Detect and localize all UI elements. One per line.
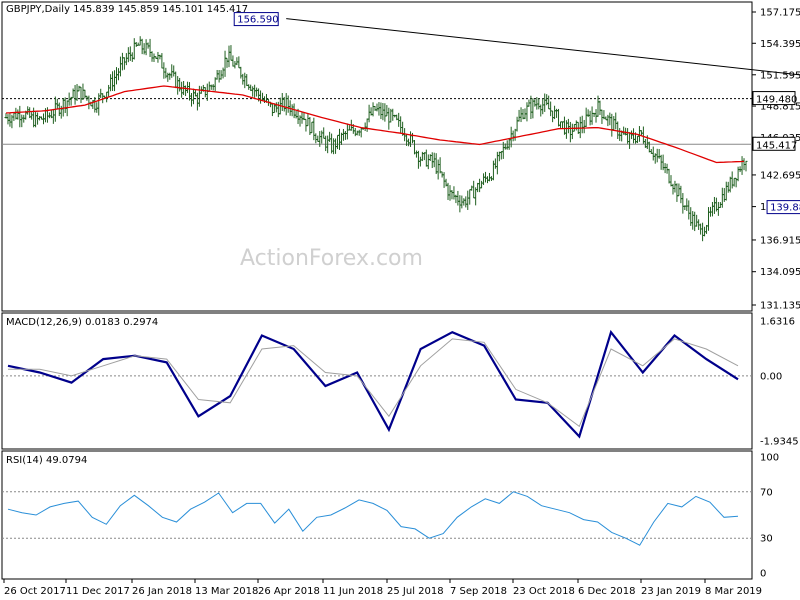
y-tick-label: 142.695 — [760, 170, 800, 181]
annotation-label: 139.880 — [770, 203, 800, 214]
y-tick-label: 136.915 — [760, 235, 800, 246]
panel-frame — [1, 450, 753, 580]
y-tick-label: 157.175 — [760, 8, 800, 19]
y-tick-label: 100 — [760, 453, 779, 464]
x-tick-label: 11 Jun 2018 — [323, 586, 383, 597]
y-tick-label: 70 — [760, 487, 773, 498]
x-tick-label: 26 Apr 2018 — [258, 586, 320, 597]
price-level-label: 145.417 — [756, 140, 797, 151]
x-tick-label: 7 Sep 2018 — [450, 586, 507, 597]
y-tick-label: 151.595 — [760, 70, 800, 81]
y-tick-label: 131.135 — [760, 301, 800, 312]
panel-frame — [1, 1, 753, 312]
chart-title: GBPJPY,Daily 145.839 145.859 145.101 145… — [6, 4, 248, 15]
y-tick-label: -1.9345 — [760, 437, 799, 448]
signal-line — [8, 338, 739, 428]
price-annotation: 139.880 — [766, 200, 800, 215]
x-tick-label: 23 Oct 2018 — [513, 586, 575, 597]
y-tick-label: 148.815 — [760, 102, 800, 113]
x-tick-label: 23 Jan 2019 — [641, 586, 701, 597]
macd-panel: MACD(12,26,9) 0.0183 0.2974 1.6316 0.00 -1.… — [1, 312, 799, 450]
x-tick-label: 25 Jul 2018 — [387, 586, 444, 597]
watermark: ActionForex.com — [240, 246, 423, 271]
x-tick-label: 26 Jan 2018 — [132, 586, 192, 597]
price-level-box — [752, 136, 796, 151]
rsi-title: RSI(14) 49.0794 — [6, 455, 87, 466]
y-tick-label: 134.095 — [760, 267, 800, 278]
y-tick-label: 0 — [760, 569, 766, 580]
annotation-box — [233, 12, 279, 27]
annotation-box — [766, 200, 800, 215]
annotation-label: 156.590 — [237, 15, 278, 26]
y-tick-label: 0.00 — [760, 371, 782, 382]
rsi-panel: RSI(14) 49.0794 100 70 30 0 — [1, 450, 779, 580]
x-axis: 26 Oct 2017 11 Dec 2017 26 Jan 2018 13 Mar … — [3, 579, 762, 597]
y-tick-label: 1.6316 — [760, 317, 795, 328]
panel-frame — [1, 312, 753, 450]
y-tick-label: 30 — [760, 534, 773, 545]
moving-average-line — [5, 85, 745, 164]
macd-title: MACD(12,26,9) 0.0183 0.2974 — [6, 317, 158, 328]
x-tick-label: 11 Dec 2017 — [66, 586, 130, 597]
price-bar — [744, 160, 748, 172]
price-panel: ActionForex.com 157.175 154.395 151.595 148.… — [1, 1, 800, 312]
y-tick-label: 154.395 — [760, 39, 800, 50]
price-level-box — [752, 91, 796, 106]
x-tick-label: 26 Oct 2017 — [4, 586, 66, 597]
trendline — [286, 18, 800, 76]
x-tick-label: 6 Dec 2018 — [578, 586, 636, 597]
macd-line — [7, 329, 739, 439]
x-tick-label: 13 Mar 2018 — [195, 586, 258, 597]
price-annotation: 156.590 — [233, 12, 279, 27]
x-tick-label: 8 Mar 2019 — [705, 586, 762, 597]
rsi-line — [7, 491, 739, 546]
price-level-label: 149.480 — [756, 95, 797, 106]
